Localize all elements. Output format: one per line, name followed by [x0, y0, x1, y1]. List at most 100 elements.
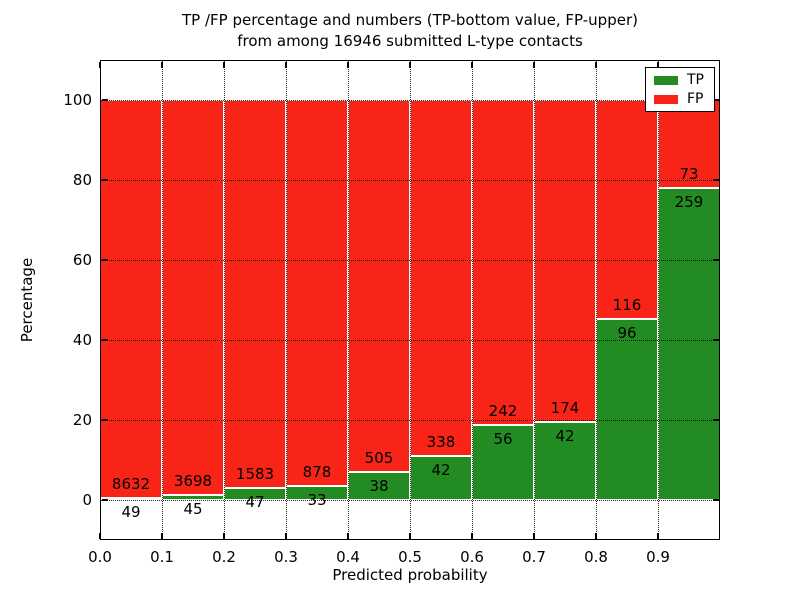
y-tick-label: 20 — [72, 411, 92, 429]
x-tick-mark-top — [223, 61, 225, 68]
x-tick-mark-top — [99, 61, 101, 68]
vertical-gridline — [348, 60, 349, 540]
vertical-gridline — [224, 60, 225, 540]
bar-fp-segment — [286, 100, 348, 486]
horizontal-gridline — [100, 500, 720, 501]
fp-count-label: 1583 — [235, 465, 275, 484]
y-axis-label: Percentage — [18, 257, 36, 343]
fp-count-label: 878 — [302, 462, 332, 481]
bar-fp-segment — [472, 100, 534, 425]
x-tick-mark — [595, 532, 597, 539]
x-tick-label: 0.2 — [212, 548, 236, 566]
x-axis-label: Predicted probability — [332, 566, 488, 584]
tp-count-label: 56 — [493, 429, 513, 448]
bar-tp-segment — [596, 318, 658, 500]
y-tick-mark-right — [712, 179, 719, 181]
bar-fp-segment — [348, 100, 410, 472]
x-tick-mark — [99, 532, 101, 539]
x-tick-mark-top — [409, 61, 411, 68]
x-tick-label: 0.0 — [88, 548, 112, 566]
legend-item-tp: TP — [646, 71, 714, 90]
x-tick-mark — [533, 532, 535, 539]
x-tick-mark-top — [161, 61, 163, 68]
x-tick-label: 0.5 — [398, 548, 422, 566]
tp-count-label: 42 — [555, 427, 575, 446]
x-tick-label: 0.9 — [646, 548, 670, 566]
fp-color-swatch — [654, 95, 678, 104]
y-tick-label: 0 — [82, 491, 92, 509]
vertical-gridline — [410, 60, 411, 540]
x-tick-label: 0.1 — [150, 548, 174, 566]
bar-fp-segment — [100, 100, 162, 498]
fp-count-label: 3698 — [173, 472, 213, 491]
x-tick-label: 0.7 — [522, 548, 546, 566]
horizontal-gridline — [100, 340, 720, 341]
fp-count-label: 242 — [488, 401, 518, 420]
y-tick-mark-right — [712, 99, 719, 101]
x-tick-label: 0.4 — [336, 548, 360, 566]
tp-count-label: 49 — [121, 502, 141, 521]
y-tick-mark — [101, 499, 108, 501]
x-tick-mark — [223, 532, 225, 539]
tp-count-label: 38 — [369, 477, 389, 495]
x-tick-label: 0.8 — [584, 548, 608, 566]
legend: TP FP — [645, 67, 715, 112]
y-tick-label: 40 — [72, 331, 92, 349]
x-tick-mark-top — [533, 61, 535, 68]
y-tick-label: 100 — [63, 91, 92, 109]
legend-label-tp: TP — [687, 72, 704, 88]
x-tick-mark — [657, 532, 659, 539]
legend-label-fp: FP — [687, 91, 704, 107]
fp-count-label: 73 — [679, 164, 699, 183]
x-tick-mark — [409, 532, 411, 539]
y-tick-mark-right — [712, 499, 719, 501]
fp-count-label: 505 — [364, 449, 394, 467]
horizontal-gridline — [100, 260, 720, 261]
fp-count-label: 338 — [426, 432, 456, 451]
bar-fp-segment — [162, 100, 224, 496]
y-tick-mark-right — [712, 339, 719, 341]
x-tick-mark — [471, 532, 473, 539]
vertical-gridline — [286, 60, 287, 540]
vertical-gridline — [472, 60, 473, 540]
x-tick-label: 0.3 — [274, 548, 298, 566]
bar-fp-segment — [534, 100, 596, 423]
vertical-gridline — [162, 60, 163, 540]
y-tick-mark — [101, 419, 108, 421]
x-tick-mark — [347, 532, 349, 539]
y-tick-label: 80 — [72, 171, 92, 189]
x-tick-mark-top — [347, 61, 349, 68]
y-tick-mark-right — [712, 419, 719, 421]
bar-fp-segment — [410, 100, 472, 456]
bar-tp-segment — [472, 424, 534, 500]
legend-item-fp: FP — [646, 90, 714, 109]
bar-tp-segment — [410, 455, 472, 500]
tp-count-label: 259 — [674, 192, 704, 211]
bar-tp-segment — [658, 187, 720, 500]
y-tick-label: 60 — [72, 251, 92, 269]
x-tick-mark-top — [595, 61, 597, 68]
vertical-gridline — [658, 60, 659, 540]
chart-title: TP /FP percentage and numbers (TP-bottom… — [100, 10, 720, 52]
horizontal-gridline — [100, 420, 720, 421]
tp-count-label: 33 — [307, 490, 327, 509]
fp-count-label: 174 — [550, 399, 580, 418]
horizontal-gridline — [100, 180, 720, 181]
chart-title-line2: from among 16946 submitted L-type contac… — [237, 32, 583, 50]
tp-count-label: 42 — [431, 460, 451, 479]
y-tick-mark — [101, 179, 108, 181]
vertical-gridline — [596, 60, 597, 540]
y-tick-mark-right — [712, 259, 719, 261]
x-tick-mark — [161, 532, 163, 539]
x-tick-mark-top — [471, 61, 473, 68]
y-tick-mark — [101, 99, 108, 101]
fp-count-label: 8632 — [111, 474, 151, 493]
x-tick-mark-top — [285, 61, 287, 68]
bar-fp-segment — [224, 100, 286, 489]
bar-tp-segment — [534, 422, 596, 500]
x-tick-mark-top — [657, 61, 659, 68]
x-tick-mark — [285, 532, 287, 539]
fp-count-label: 116 — [612, 295, 642, 314]
vertical-gridline — [534, 60, 535, 540]
